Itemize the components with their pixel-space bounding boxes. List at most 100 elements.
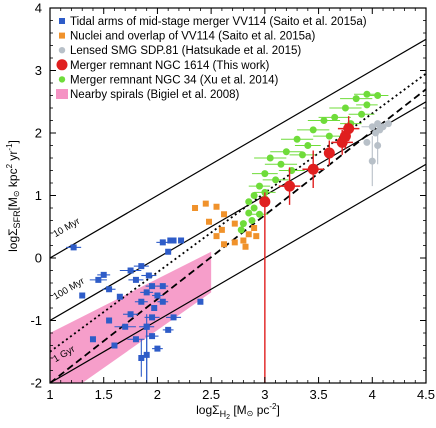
data-point: [242, 243, 249, 250]
data-point: [266, 154, 274, 162]
data-point: [239, 220, 247, 228]
data-point: [95, 276, 102, 283]
data-point: [213, 233, 220, 240]
x-tick-label: 3: [261, 387, 268, 402]
data-point: [304, 142, 312, 149]
legend-label: Nuclei and overlap of VV114 (Saito et al…: [70, 31, 315, 43]
data-point: [245, 231, 252, 238]
data-point: [154, 292, 161, 299]
data-point: [70, 244, 77, 251]
data-point: [132, 336, 139, 343]
legend-marker: [56, 59, 68, 71]
x-axis-title: logΣH2 [M⊙ pc-2]: [196, 402, 280, 421]
data-point: [178, 237, 185, 244]
data-point: [149, 314, 156, 321]
data-point: [159, 298, 166, 305]
data-point: [100, 271, 107, 278]
data-point: [231, 239, 238, 246]
legend-label: Tidal arms of mid-stage merger VV114 (Sa…: [70, 16, 367, 28]
data-point: [245, 209, 253, 217]
data-point: [231, 220, 238, 227]
data-point: [384, 120, 392, 128]
data-point: [143, 289, 150, 296]
data-point: [165, 326, 172, 333]
data-point: [132, 276, 139, 283]
legend-label: Merger remnant NGC 34 (Xu et al. 2014): [70, 74, 279, 86]
data-point: [352, 95, 360, 103]
data-point: [368, 157, 376, 165]
axis-ticks: 1 1.5 2 2.5 3 3.5 4 4.5 -2 -1 0 1 2 3 4: [30, 1, 435, 403]
x-tick-label: 3.5: [310, 387, 328, 402]
data-point: [363, 90, 371, 98]
data-point: [197, 298, 204, 305]
x-tick-label: 2.5: [202, 387, 220, 402]
data-point: [138, 263, 145, 270]
depletion-line-dotted-3: [50, 72, 426, 353]
legend-marker: [59, 32, 65, 39]
series-1: [192, 200, 260, 250]
data-point: [106, 286, 113, 293]
legend-marker: [56, 89, 68, 99]
data-point: [170, 314, 177, 321]
data-point: [358, 110, 366, 118]
data-point: [251, 225, 258, 231]
data-point: [363, 138, 371, 146]
depletion-line-dashed-4: [50, 88, 426, 383]
spirals-region-patch: [50, 251, 212, 383]
data-point: [374, 92, 382, 99]
data-point: [237, 226, 245, 234]
nearby-spirals-region: [50, 251, 212, 383]
data-point: [309, 126, 317, 134]
data-point: [159, 239, 166, 246]
y-axis-title: logΣSFR[M⊙ kpc2 yr-1]: [5, 140, 22, 252]
data-point: [374, 142, 382, 149]
data-point: [368, 123, 376, 131]
legend: Tidal arms of mid-stage merger VV114 (Sa…: [56, 16, 367, 101]
x-tick-label: 1.5: [95, 387, 113, 402]
data-point: [248, 217, 256, 224]
data-point: [138, 298, 145, 305]
data-point: [284, 180, 296, 192]
depletion-line-10-myr: [50, 38, 426, 259]
data-point: [323, 147, 335, 159]
data-point: [277, 160, 285, 168]
data-point: [379, 123, 387, 131]
legend-label: Nearby spirals (Bigiel et al. 2008): [70, 89, 240, 101]
data-point: [325, 132, 333, 140]
data-point: [202, 200, 209, 207]
data-point: [143, 323, 150, 330]
legend-marker: [58, 76, 66, 83]
data-point: [149, 283, 156, 290]
data-point: [116, 293, 123, 300]
data-point: [170, 237, 177, 244]
data-point: [127, 311, 134, 318]
series-0: [66, 237, 204, 383]
series-3: [259, 116, 360, 383]
line-label-10-myr: 10 Myr: [51, 216, 82, 240]
data-point: [250, 192, 258, 199]
data-point: [205, 218, 212, 225]
legend-marker: [59, 18, 65, 24]
x-tick-label: 2: [154, 387, 161, 402]
legend-marker: [58, 47, 66, 54]
series-4: [237, 90, 389, 234]
data-point: [363, 101, 371, 109]
data-point: [167, 237, 174, 244]
data-point: [165, 248, 172, 255]
data-point: [122, 323, 129, 330]
legend-label: Lensed SMG SDP.81 (Hatsukade et al. 2015…: [70, 45, 301, 57]
data-point: [250, 204, 258, 212]
data-point: [282, 148, 290, 156]
data-point: [255, 182, 263, 190]
data-point: [89, 336, 96, 343]
data-point: [218, 226, 225, 233]
series-2: [361, 120, 392, 187]
data-point: [374, 120, 382, 128]
data-point: [255, 210, 263, 218]
y-tick-label: 2: [35, 126, 42, 141]
y-tick-label: 4: [35, 1, 42, 16]
y-tick-label: -2: [30, 376, 42, 391]
data-point: [154, 345, 161, 352]
data-point: [213, 203, 220, 210]
